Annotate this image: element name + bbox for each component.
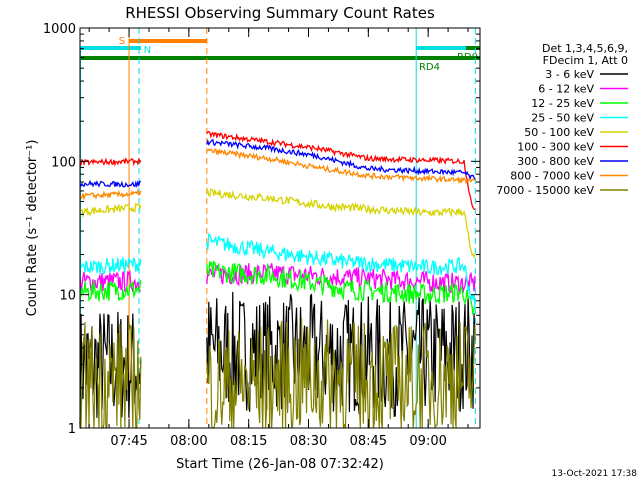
legend-entry-label: 300 - 800 keV <box>517 155 594 168</box>
series-line <box>79 280 142 302</box>
legend-entry-label: 800 - 7000 keV <box>510 170 594 183</box>
series-line <box>206 260 476 316</box>
x-tick-label: 09:00 <box>409 434 446 449</box>
legend-entry-label: 6 - 12 keV <box>538 83 594 96</box>
y-axis-label: Count Rate (s⁻¹ detector⁻¹) <box>25 140 40 317</box>
series-line <box>206 232 476 309</box>
x-tick-label: 08:00 <box>170 434 207 449</box>
x-tick-label: 08:45 <box>350 434 387 449</box>
legend-entry-label: 7000 - 15000 keV <box>496 184 594 197</box>
series-line <box>79 179 141 189</box>
series-line <box>206 130 476 211</box>
plot-frame <box>79 27 481 429</box>
instrument-flags: SNRD0RD4 <box>80 36 480 73</box>
series-line <box>206 138 476 181</box>
flag-label: S <box>119 36 125 47</box>
y-tick-label: 10 <box>59 289 76 304</box>
series-line <box>206 263 476 295</box>
series-line <box>206 318 476 429</box>
y-tick-label: 1 <box>68 422 76 437</box>
series-line <box>206 148 476 185</box>
series-line <box>79 202 142 218</box>
footer-date: 13-Oct-2021 17:38 <box>552 469 638 479</box>
chart-title: RHESSI Observing Summary Count Rates <box>125 4 435 22</box>
legend-entry-label: 3 - 6 keV <box>545 68 594 81</box>
x-axis-label: Start Time (26-Jan-08 07:32:42) <box>176 457 384 472</box>
legend-entry-label: 25 - 50 keV <box>531 112 594 125</box>
series-line <box>79 188 142 201</box>
legend-header-line-2: FDecim 1, Att 0 <box>543 54 628 67</box>
x-axis: 07:45 08:00 08:15 08:30 08:45 09:00 <box>88 28 469 449</box>
legend-entry-label: 12 - 25 keV <box>531 97 594 110</box>
x-tick-label: 08:15 <box>230 434 267 449</box>
series-line <box>79 256 142 276</box>
series-line <box>206 291 476 417</box>
y-tick-label: 1000 <box>43 22 76 37</box>
legend-entry-label: 100 - 300 keV <box>517 141 594 154</box>
series-line <box>80 321 142 429</box>
y-tick-label: 100 <box>51 155 76 170</box>
series-lines <box>79 130 476 429</box>
legend-entry-label: 50 - 100 keV <box>524 126 594 139</box>
flag-label: RD4 <box>419 62 440 73</box>
flag-label: N <box>144 45 151 56</box>
series-line <box>79 157 142 167</box>
x-tick-label: 08:30 <box>290 434 327 449</box>
legend: Det 1,3,4,5,6,9, FDecim 1, Att 0 3 - 6 k… <box>496 42 628 197</box>
y-axis: 1 10 100 1000 <box>43 22 480 437</box>
x-tick-label: 07:45 <box>110 434 147 449</box>
legend-header-line-1: Det 1,3,4,5,6,9, <box>542 42 628 55</box>
series-line <box>206 188 476 259</box>
